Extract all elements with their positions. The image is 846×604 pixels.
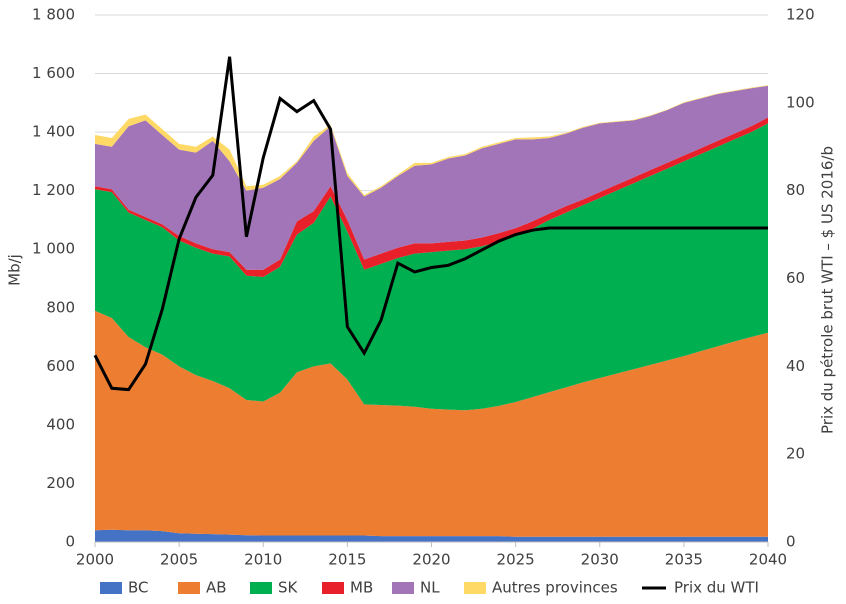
legend-label: SK — [278, 579, 299, 597]
legend-swatch — [250, 582, 272, 594]
x-tick-label: 2005 — [160, 551, 198, 569]
legend-swatch — [178, 582, 200, 594]
y-tick-label: 800 — [46, 298, 75, 316]
y-axis-title: Mb/j — [6, 254, 24, 286]
y2-tick-label: 40 — [786, 357, 805, 375]
legend-label: NL — [420, 579, 440, 597]
y-tick-label: 1 200 — [32, 181, 75, 199]
legend-swatch — [322, 582, 344, 594]
y2-tick-label: 0 — [786, 533, 796, 551]
legend-label: BC — [128, 579, 149, 597]
x-tick-label: 2010 — [244, 551, 282, 569]
legend-swatch — [464, 582, 486, 594]
legend-swatch — [100, 582, 122, 594]
y2-tick-label: 120 — [786, 6, 815, 24]
x-tick-label: 2030 — [581, 551, 619, 569]
y2-tick-label: 100 — [786, 93, 815, 111]
y2-tick-label: 20 — [786, 445, 805, 463]
y-tick-label: 400 — [46, 415, 75, 433]
y2-tick-label: 60 — [786, 269, 805, 287]
x-tick-label: 2035 — [665, 551, 703, 569]
area — [95, 117, 768, 278]
legend-label: MB — [350, 579, 373, 597]
x-tick-label: 2025 — [497, 551, 535, 569]
x-tick-label: 2015 — [328, 551, 366, 569]
legend-label: Autres provinces — [492, 579, 618, 597]
y-tick-label: 600 — [46, 357, 75, 375]
y-tick-label: 1 600 — [32, 64, 75, 82]
legend-label: AB — [206, 579, 227, 597]
y-tick-label: 1 400 — [32, 123, 75, 141]
y-tick-label: 1 800 — [32, 6, 75, 24]
y-tick-label: 0 — [65, 533, 75, 551]
y-tick-label: 200 — [46, 474, 75, 492]
legend-label: Prix du WTI — [674, 579, 759, 597]
x-tick-label: 2020 — [412, 551, 450, 569]
y2-tick-label: 80 — [786, 181, 805, 199]
area — [95, 529, 768, 542]
x-tick-label: 2040 — [749, 551, 787, 569]
area — [95, 85, 768, 270]
line — [93, 56, 768, 392]
y-tick-label: 1 000 — [32, 240, 75, 258]
area — [95, 310, 768, 537]
legend-swatch — [392, 582, 414, 594]
y2-axis-title: Prix du pétrole brut WTI – $ US 2016/b — [819, 146, 837, 434]
x-tick-label: 2000 — [76, 551, 114, 569]
